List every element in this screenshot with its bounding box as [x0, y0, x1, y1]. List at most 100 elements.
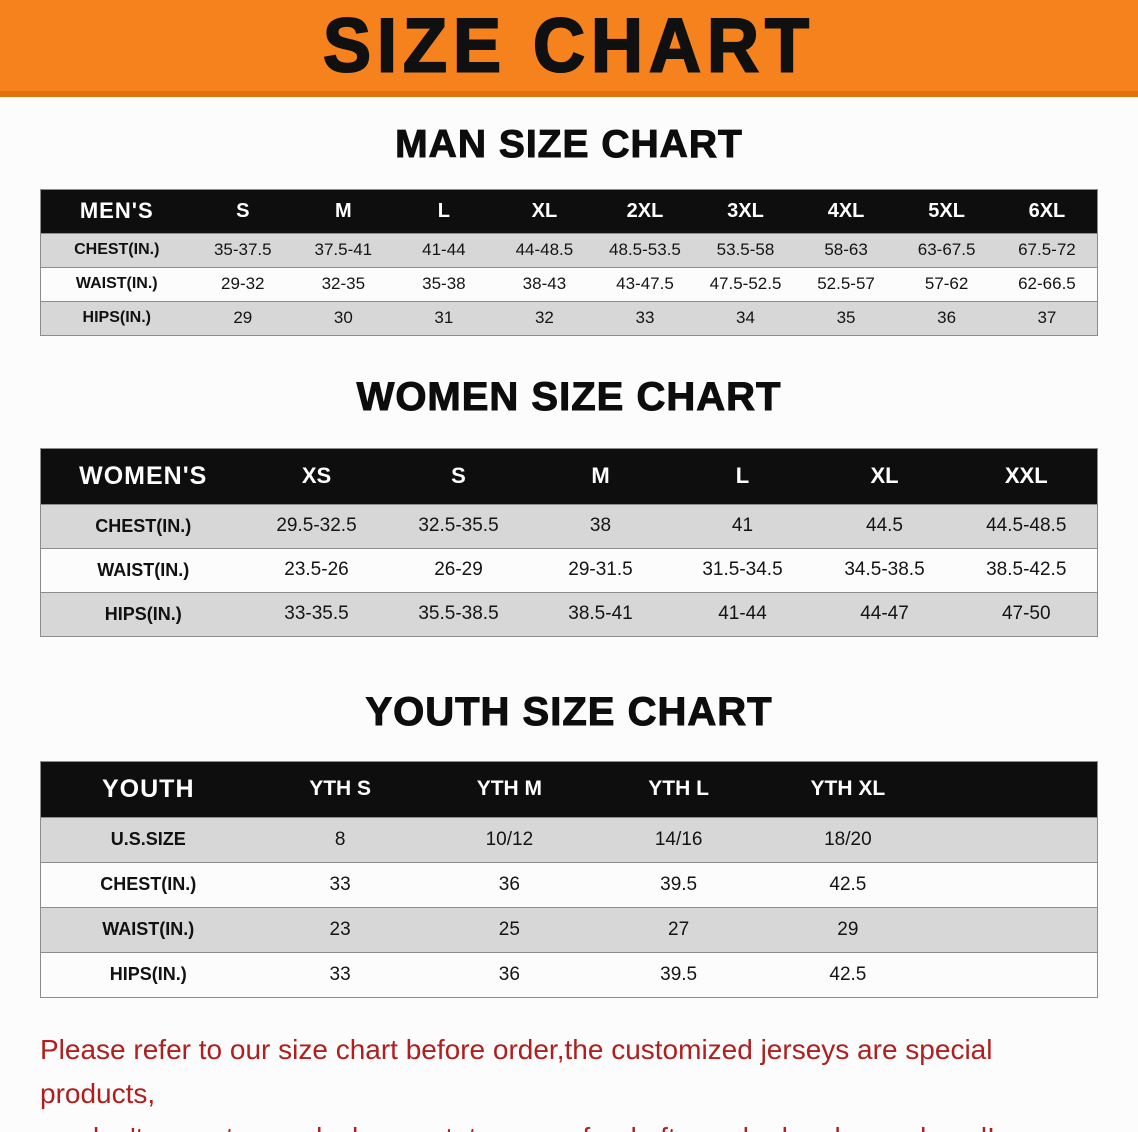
youth-size-table: YOUTH YTH S YTH M YTH L YTH XL U.S.SIZE 8 10/12…	[40, 760, 1098, 998]
cell-value: 62-66.5	[1018, 274, 1076, 294]
row-spacer	[933, 907, 1098, 952]
women-size-table: WOMEN'S XS S M L XL XXL CHEST(IN.) 29.5-32.5 32.5…	[40, 447, 1098, 637]
cell-value: 48.5-53.5	[609, 240, 681, 260]
cell-value: 35-37.5	[213, 240, 272, 260]
row-label: HIPS(IN.)	[82, 309, 151, 327]
cell-value: 37	[1037, 308, 1057, 328]
women-corner-label: WOMEN'S	[79, 461, 208, 490]
cell-value: 32	[534, 308, 554, 328]
cell-value: 27	[668, 918, 690, 940]
women-section-heading: WOMEN SIZE CHART	[356, 374, 782, 419]
women-size-column-header: L	[735, 463, 750, 489]
cell-value: 38.5-41	[568, 603, 633, 625]
table-row: WAIST(IN.) 23.5-26 26-29 29-31.5 31.5-34.5 34…	[40, 548, 1098, 592]
cell-value: 38-43	[522, 274, 567, 294]
cell-value: 29	[233, 308, 253, 328]
cell-value: 58-63	[824, 240, 868, 260]
cell-value: 41	[731, 515, 754, 537]
row-spacer	[933, 862, 1098, 907]
cell-value: 42.5	[829, 963, 867, 985]
cell-value: 39.5	[660, 873, 698, 895]
cell-value: 23	[329, 918, 351, 940]
cell-value: 30	[333, 308, 353, 328]
cell-value: 35.5-38.5	[418, 603, 499, 625]
cell-value: 36	[937, 308, 957, 328]
men-size-column-header: L	[437, 199, 450, 222]
men-header-row: MEN'S S M L XL 2XL 3XL 4XL 5XL 6XL	[40, 189, 1098, 234]
cell-value: 14/16	[654, 828, 703, 850]
cell-value: 35-38	[422, 274, 466, 294]
cell-value: 8	[334, 828, 346, 850]
row-label: CHEST(IN.)	[95, 515, 192, 536]
cell-value: 67.5-72	[1018, 240, 1076, 260]
youth-section-heading: YOUTH SIZE CHART	[365, 689, 773, 734]
men-size-column-header: XL	[531, 199, 558, 222]
cell-value: 36	[498, 873, 520, 895]
cell-value: 44-47	[860, 603, 909, 625]
men-size-section: MAN SIZE CHART MEN'S S M L XL 2XL 3XL 4XL 5XL 6XL…	[0, 123, 1138, 336]
cell-value: 29-31.5	[568, 559, 633, 581]
men-size-column-header: 2XL	[626, 199, 664, 222]
note-line-1: Please refer to our size chart before or…	[40, 1033, 993, 1109]
men-section-heading: MAN SIZE CHART	[395, 123, 743, 167]
table-row: WAIST(IN.) 23 25 27 29	[40, 907, 1098, 953]
cell-value: 53.5-58	[716, 240, 775, 260]
cell-value: 63-67.5	[917, 240, 976, 260]
cell-value: 33	[635, 308, 655, 328]
row-label: CHEST(IN.)	[74, 241, 160, 259]
cell-value: 31.5-34.5	[702, 559, 783, 581]
row-spacer	[933, 817, 1098, 862]
men-size-column-header: M	[334, 199, 352, 222]
cell-value: 25	[498, 918, 520, 940]
cell-value: 47.5-52.5	[709, 274, 782, 294]
youth-header-row: YOUTH YTH S YTH M YTH L YTH XL	[40, 761, 1098, 818]
cell-value: 37.5-41	[314, 240, 373, 260]
youth-size-column-header: YTH L	[648, 777, 709, 801]
women-header-row: WOMEN'S XS S M L XL XXL	[40, 448, 1098, 505]
page-title: SIZE CHART	[322, 2, 815, 89]
cell-value: 44-48.5	[515, 240, 574, 260]
women-size-column-header: S	[451, 463, 466, 489]
cell-value: 41-44	[422, 240, 466, 260]
cell-value: 35	[836, 308, 856, 328]
table-row: U.S.SIZE 8 10/12 14/16 18/20	[40, 817, 1098, 863]
row-spacer	[933, 952, 1098, 997]
women-size-column-header: XXL	[1004, 463, 1048, 489]
table-row: HIPS(IN.) 33-35.5 35.5-38.5 38.5-41 41-44 44-…	[40, 592, 1098, 637]
cell-value: 33-35.5	[284, 603, 349, 625]
table-row: CHEST(IN.) 29.5-32.5 32.5-35.5 38 41 44.5 44.5…	[40, 504, 1098, 549]
men-size-column-header: 6XL	[1028, 199, 1066, 222]
cell-value: 38.5-42.5	[986, 559, 1067, 581]
cell-value: 47-50	[1001, 603, 1051, 625]
row-label: WAIST(IN.)	[102, 919, 195, 940]
row-label: U.S.SIZE	[110, 829, 186, 850]
cell-value: 39.5	[660, 963, 698, 985]
table-row: HIPS(IN.) 29 30 31 32 33 34 35 36 37	[40, 301, 1098, 336]
youth-size-section: YOUTH SIZE CHART YOUTH YTH S YTH M YTH L YTH…	[0, 689, 1138, 998]
table-row: WAIST(IN.) 29-32 32-35 35-38 38-43 43-47.5 47.…	[40, 267, 1098, 301]
cell-value: 34.5-38.5	[844, 559, 925, 581]
row-label: HIPS(IN.)	[109, 964, 187, 985]
row-label: CHEST(IN.)	[100, 874, 197, 895]
cell-value: 34	[736, 308, 755, 328]
cell-value: 26-29	[434, 559, 483, 581]
cell-value: 52.5-57	[817, 274, 875, 294]
cell-value: 57-62	[924, 274, 969, 294]
cell-value: 29	[837, 918, 859, 940]
women-size-column-header: XL	[870, 463, 899, 489]
men-size-table: MEN'S S M L XL 2XL 3XL 4XL 5XL 6XL CHEST(IN.) 35-37…	[40, 188, 1098, 336]
row-label: HIPS(IN.)	[104, 603, 182, 624]
cell-value: 38	[589, 515, 612, 537]
women-size-column-header: M	[591, 463, 610, 489]
cell-value: 33	[329, 963, 351, 985]
cell-value: 31	[434, 308, 454, 328]
youth-size-column-header: YTH M	[476, 777, 543, 801]
youth-size-column-header: YTH XL	[810, 777, 886, 801]
disclaimer-note: Please refer to our size chart before or…	[40, 1028, 1102, 1132]
men-size-column-header: S	[236, 199, 250, 222]
cell-value: 41-44	[718, 603, 767, 625]
cell-value: 44.5-48.5	[986, 515, 1067, 537]
cell-value: 29.5-32.5	[276, 515, 357, 537]
cell-value: 42.5	[829, 873, 867, 895]
